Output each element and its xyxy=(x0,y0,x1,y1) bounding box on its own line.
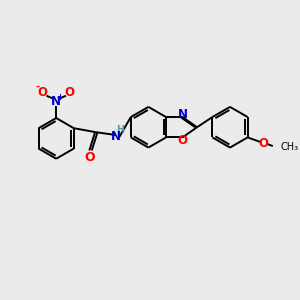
Text: O: O xyxy=(38,86,48,99)
Text: +: + xyxy=(57,93,64,102)
Text: CH₃: CH₃ xyxy=(280,142,299,152)
Text: O: O xyxy=(84,151,94,164)
Text: H: H xyxy=(116,125,124,135)
Text: N: N xyxy=(110,130,121,143)
Text: N: N xyxy=(178,108,188,121)
Text: O: O xyxy=(178,134,188,147)
Text: -: - xyxy=(36,82,40,92)
Text: N: N xyxy=(51,95,61,108)
Text: O: O xyxy=(65,86,75,99)
Text: O: O xyxy=(258,137,268,150)
